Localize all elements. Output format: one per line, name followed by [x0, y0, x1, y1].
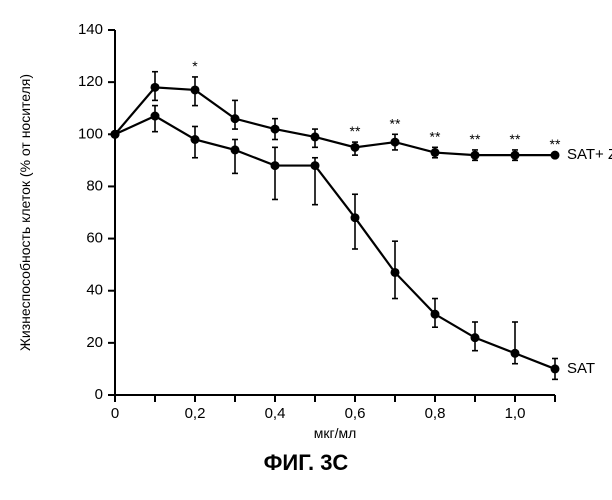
significance-marker: ** [430, 128, 441, 144]
data-point [431, 310, 440, 319]
significance-marker: ** [550, 136, 561, 152]
y-tick-label: 0 [95, 386, 103, 403]
data-point [471, 333, 480, 342]
significance-marker: ** [390, 115, 401, 131]
x-axis-label: мкг/мл [314, 425, 357, 441]
x-tick-label: 0,4 [265, 405, 286, 422]
data-point [111, 130, 120, 139]
y-tick-label: 80 [86, 177, 103, 194]
x-tick-label: 0 [111, 405, 119, 422]
data-point [511, 349, 520, 358]
significance-marker: ** [350, 123, 361, 139]
data-point [351, 213, 360, 222]
data-point [151, 112, 160, 121]
x-tick-label: 1,0 [505, 405, 526, 422]
data-point [151, 83, 160, 92]
data-point [511, 151, 520, 160]
y-tick-label: 60 [86, 230, 103, 247]
data-point [471, 151, 480, 160]
data-point [391, 138, 400, 147]
series-label: SAT [567, 360, 595, 377]
significance-marker: ** [510, 131, 521, 147]
y-tick-label: 120 [78, 73, 103, 90]
data-point [231, 114, 240, 123]
x-tick-label: 0,8 [425, 405, 446, 422]
figure-caption: ФИГ. 3С [0, 450, 612, 476]
data-point [191, 85, 200, 94]
significance-marker: * [192, 58, 198, 74]
y-tick-label: 20 [86, 334, 103, 351]
series-label: SAT+ Z-VAD [567, 146, 612, 163]
data-point [311, 161, 320, 170]
y-tick-label: 100 [78, 125, 103, 142]
viability-chart: 0 20 40 60 80 100 120 140 0 0,2 0,4 0,6 0,8 1,0 мкг/мл… [0, 0, 612, 500]
y-axis-label: Жизнеспособность клеток (% от носителя) [17, 74, 33, 351]
data-point [191, 135, 200, 144]
data-point [391, 268, 400, 277]
data-point [431, 148, 440, 157]
data-point [271, 161, 280, 170]
y-tick-label: 40 [86, 282, 103, 299]
data-point [311, 132, 320, 141]
data-point [231, 145, 240, 154]
significance-marker: ** [470, 131, 481, 147]
data-point [551, 364, 560, 373]
y-tick-label: 140 [78, 21, 103, 38]
x-tick-label: 0,2 [185, 405, 206, 422]
x-tick-label: 0,6 [345, 405, 366, 422]
data-point [271, 125, 280, 134]
chart-container: 0 20 40 60 80 100 120 140 0 0,2 0,4 0,6 0,8 1,0 мкг/мл… [0, 0, 612, 500]
data-point [351, 143, 360, 152]
